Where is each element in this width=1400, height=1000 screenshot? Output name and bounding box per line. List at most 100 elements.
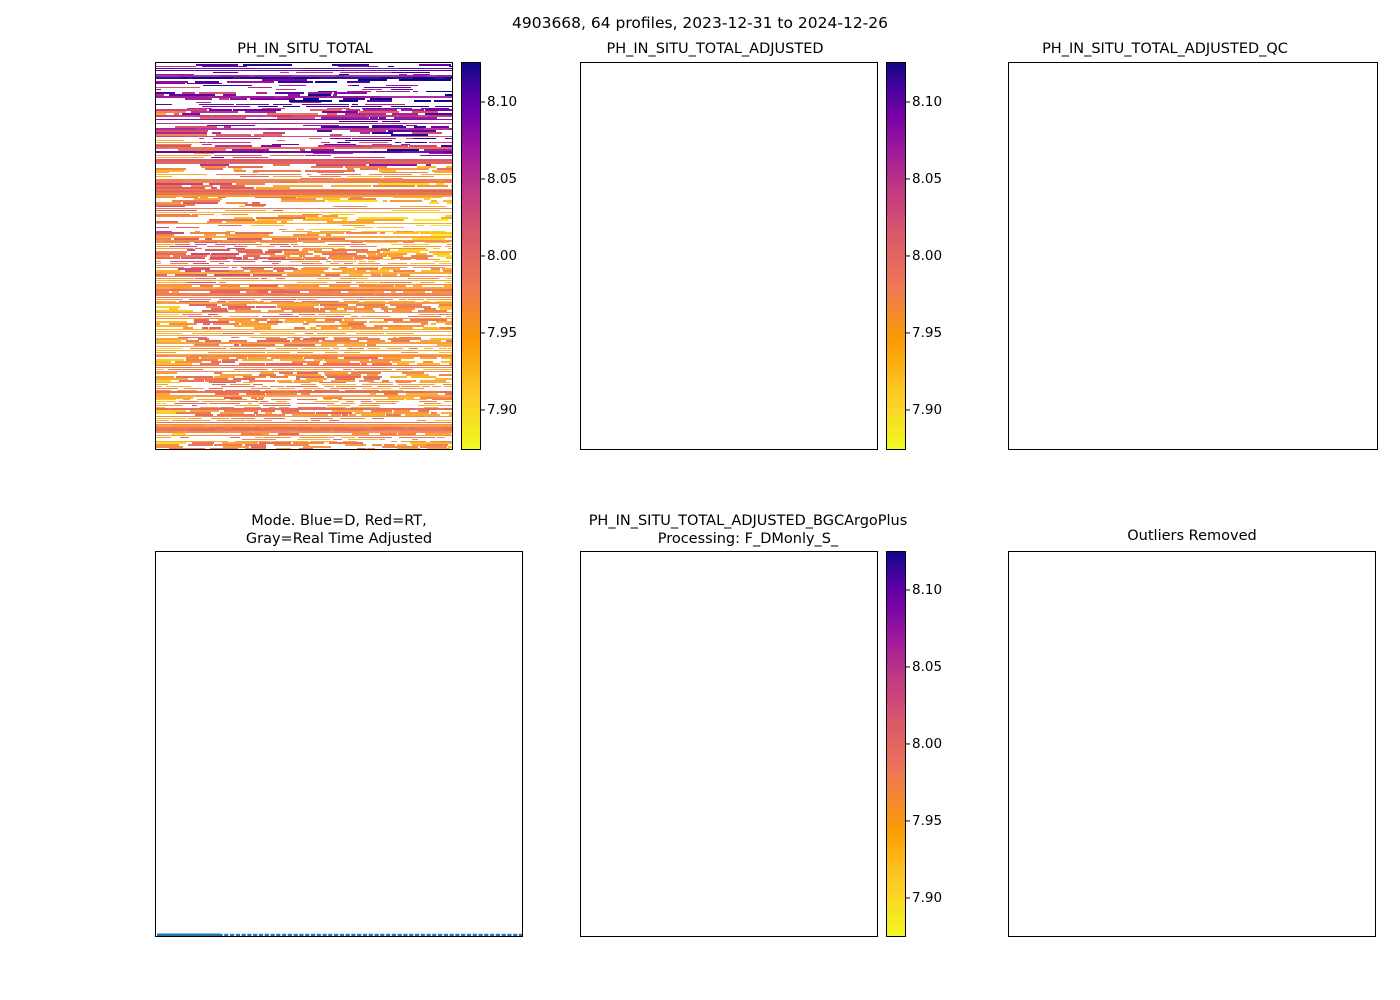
ph-profile-segment: [215, 243, 238, 246]
ph-profile-segment: [447, 247, 452, 250]
ph-profile-line: [156, 287, 452, 289]
ph-profile-segment: [156, 298, 184, 301]
ph-profile-segment: [367, 258, 381, 261]
ph-profile-segment: [350, 130, 386, 132]
ph-profile-segment: [321, 238, 346, 240]
ph-profile-segment: [350, 372, 382, 374]
panel-5-xtick-mark: [767, 936, 768, 937]
mode-marker-real-time: [438, 933, 443, 936]
ph-profile-segment: [391, 310, 412, 312]
ph-profile-segment: [219, 241, 256, 244]
ph-profile-segment: [317, 145, 363, 147]
ph-profile-segment: [235, 232, 273, 234]
ph-profile-segment: [421, 173, 452, 176]
ph-profile-segment: [388, 300, 415, 303]
ph-profile-segment: [378, 117, 386, 119]
panel-1-colorbar-tick-label: 8.00: [487, 248, 518, 264]
ph-profile-segment: [256, 340, 291, 342]
ph-profile-segment: [424, 198, 430, 200]
ph-profile-segment: [310, 417, 333, 420]
ph-profile-segment: [438, 262, 452, 265]
ph-profile-segment: [437, 306, 452, 308]
ph-profile-segment: [284, 253, 313, 255]
panel-1-colorbar-tick-label: 7.95: [487, 325, 518, 342]
ph-profile-segment: [285, 385, 319, 388]
ph-profile-segment: [160, 406, 166, 409]
panel-6-ytick-mark: [1008, 791, 1009, 792]
ph-profile-segment: [341, 414, 349, 416]
ph-profile-segment: [191, 266, 229, 269]
ph-profile-segment: [424, 406, 438, 409]
ph-profile-segment: [284, 319, 316, 321]
ph-profile-segment: [342, 270, 366, 272]
ph-profile-segment: [363, 145, 409, 147]
ph-profile-segment: [319, 230, 352, 233]
ph-profile-segment: [426, 90, 452, 93]
ph-profile-segment: [405, 124, 418, 127]
ph-profile-segment: [156, 444, 179, 446]
panel-6-xtick-mark: [1086, 936, 1087, 937]
ph-profile-segment: [283, 251, 309, 253]
ph-profile-segment: [321, 383, 356, 386]
ph-profile-segment: [351, 327, 383, 329]
ph-profile-segment: [369, 321, 389, 323]
panel-ph-adjusted-qc-axes[interactable]: 0.00.20.40.60.81.00.00.20.40.60.81.0: [1008, 62, 1378, 450]
ph-profile-segment: [174, 243, 191, 246]
panel-mode-axes[interactable]: Delayed ModeReal Time AdjustedReal Time0…: [155, 551, 523, 937]
panel-ph-in-situ-total-axes[interactable]: 0250500750100012501500175020000.00.20.40…: [155, 62, 453, 450]
ph-profile-segment: [200, 406, 220, 409]
ph-profile-segment: [342, 98, 366, 100]
ph-profile-segment: [428, 202, 439, 204]
ph-profile-segment: [174, 126, 218, 128]
ph-profile-segment: [422, 368, 452, 371]
panel-2-colorbar-tick-label: 7.95: [912, 325, 943, 342]
ph-profile-segment: [205, 270, 229, 272]
ph-profile-segment: [361, 387, 391, 390]
ph-profile-segment: [201, 65, 247, 68]
ph-profile-segment: [156, 221, 179, 223]
ph-profile-segment: [156, 351, 177, 354]
mode-marker-real-time: [253, 933, 258, 936]
panel-6-ytick-mark: [1008, 887, 1009, 888]
ph-profile-segment: [213, 372, 222, 374]
panel-3-xtick-mark: [1156, 449, 1157, 450]
ph-profile-segment: [269, 154, 304, 157]
ph-profile-segment: [281, 412, 315, 414]
ph-profile-segment: [342, 224, 366, 227]
panel-bgcargoplus-axes[interactable]: 0250500750100012501500175020000.00.20.40…: [580, 551, 878, 937]
ph-profile-segment: [201, 310, 229, 312]
ph-profile-segment: [391, 134, 429, 136]
mode-marker-real-time: [432, 933, 437, 936]
ph-profile-segment: [292, 270, 325, 272]
ph-profile-segment: [338, 73, 349, 76]
ph-profile-segment: [256, 92, 268, 94]
ph-profile-segment: [301, 393, 310, 395]
panel-5-colorbar-tick-mark: [905, 743, 910, 745]
ph-profile-segment: [387, 338, 422, 340]
ph-profile-segment: [219, 185, 245, 187]
panel-2-colorbar-tick-label: 8.10: [912, 93, 943, 110]
ph-profile-segment: [348, 359, 370, 361]
ph-profile-segment: [305, 321, 335, 323]
ph-profile-segment: [281, 198, 317, 200]
ph-profile-line: [156, 69, 452, 72]
ph-profile-segment: [321, 327, 339, 329]
ph-profile-segment: [267, 310, 284, 312]
mode-marker-real-time: [466, 933, 472, 936]
panel-ph-adjusted-axes[interactable]: 0250500750100012501500175020000.00.20.40…: [580, 62, 878, 450]
ph-profile-segment: [331, 258, 363, 261]
ph-profile-segment: [291, 304, 320, 306]
panel-2-ytick-mark: [580, 304, 581, 305]
ph-profile-segment: [180, 436, 189, 439]
ph-profile-segment: [412, 73, 430, 76]
ph-profile-segment: [177, 336, 207, 339]
ph-profile-segment: [392, 232, 420, 234]
ph-profile-segment: [188, 444, 213, 446]
ph-profile-segment: [302, 124, 339, 127]
ph-profile-line: [156, 211, 452, 214]
ph-profile-segment: [205, 249, 231, 251]
ph-profile-segment: [212, 383, 226, 386]
panel-5-ytick-mark: [580, 599, 581, 600]
ph-profile-segment: [366, 448, 375, 449]
panel-outliers-removed-axes[interactable]: 0250500750100012501500175020000.00.20.40…: [1008, 551, 1376, 937]
